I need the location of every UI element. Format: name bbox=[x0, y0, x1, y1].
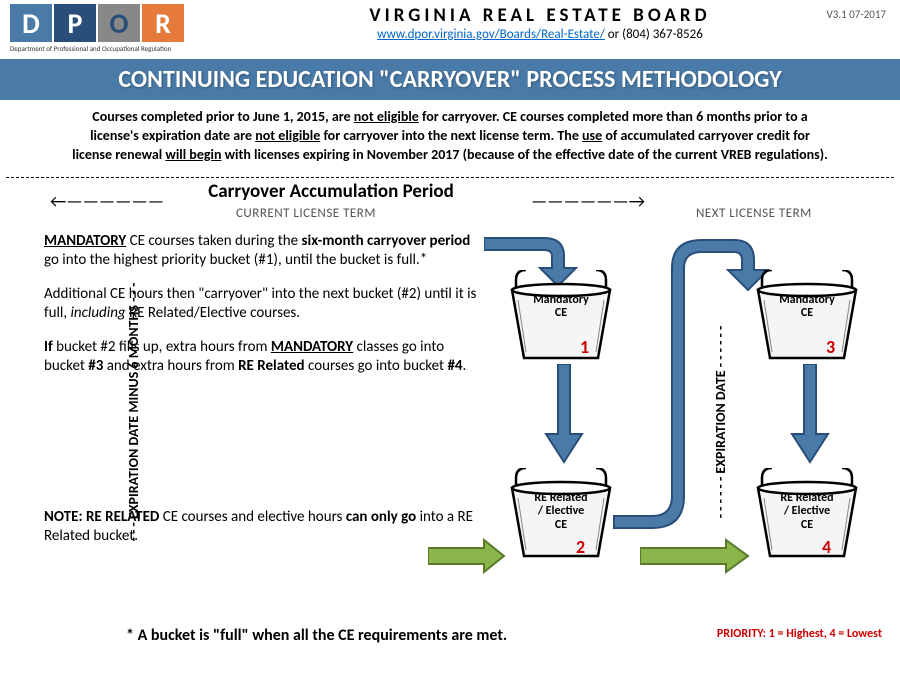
header: D P O R Department of Professional and O… bbox=[0, 0, 900, 55]
version-tag: V3.1 07-2017 bbox=[827, 8, 886, 21]
banner-title: CONTINUING EDUCATION "CARRYOVER" PROCESS… bbox=[0, 59, 900, 100]
dpor-logo: D P O R Department of Professional and O… bbox=[10, 4, 190, 53]
diagram: - - - EXPIRATION DATE MINUS 6 MONTHS - -… bbox=[6, 177, 894, 647]
note-text: NOTE: RE RELATED CE courses and elective… bbox=[44, 508, 484, 547]
bucket-2: RE Related/ ElectiveCE 2 bbox=[506, 468, 616, 558]
arrow-bucket2-to-bucket4 bbox=[640, 538, 750, 574]
bucket2-label: RE Related/ ElectiveCE bbox=[506, 492, 616, 533]
bucket4-label: RE Related/ ElectiveCE bbox=[752, 492, 862, 533]
bucket-4: RE Related/ ElectiveCE 4 bbox=[752, 468, 862, 558]
bucket4-num: 4 bbox=[822, 536, 831, 558]
bucket1-label: MandatoryCE bbox=[506, 294, 616, 322]
arrow-bucket3-to-bucket4 bbox=[790, 364, 830, 464]
arrow-bucket1-to-bucket2 bbox=[544, 364, 584, 464]
bucket1-num: 1 bbox=[580, 336, 589, 358]
bucket3-num: 3 bbox=[826, 336, 835, 358]
next-term-label: NEXT LICENSE TERM bbox=[696, 206, 812, 221]
phone: (804) 367-8526 bbox=[622, 27, 703, 42]
logo-subtext: Department of Professional and Occupatio… bbox=[10, 44, 190, 53]
accum-arrow-right: ——————→ bbox=[531, 190, 645, 212]
bucket-3: MandatoryCE 3 bbox=[752, 270, 862, 360]
contact-line: www.dpor.virginia.gov/Boards/Real-Estate… bbox=[190, 27, 890, 42]
bucket3-label: MandatoryCE bbox=[752, 294, 862, 322]
priority-key: PRIORITY: 1 = Highest, 4 = Lowest bbox=[717, 627, 882, 641]
arrow-into-bucket2 bbox=[428, 538, 506, 574]
arrow-carryover bbox=[612, 228, 772, 538]
org-title: VIRGINIA REAL ESTATE BOARD bbox=[190, 4, 890, 27]
bucket-1: MandatoryCE 1 bbox=[506, 270, 616, 360]
body-text: MANDATORY CE courses taken during the si… bbox=[44, 232, 484, 391]
footnote: * A bucket is "full" when all the CE req… bbox=[126, 626, 507, 645]
url-link[interactable]: www.dpor.virginia.gov/Boards/Real-Estate… bbox=[377, 27, 605, 42]
bucket2-num: 2 bbox=[576, 536, 585, 558]
current-term-label: CURRENT LICENSE TERM bbox=[236, 206, 376, 221]
intro-text: Courses completed prior to June 1, 2015,… bbox=[0, 108, 900, 177]
